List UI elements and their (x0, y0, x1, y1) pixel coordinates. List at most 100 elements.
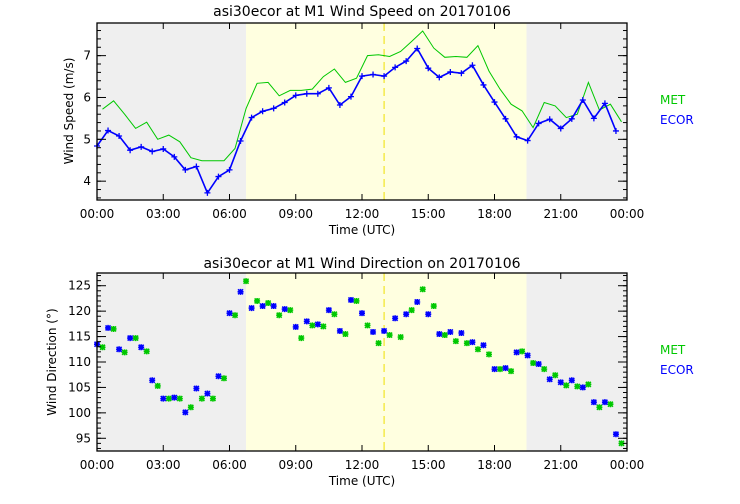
series-met (99, 278, 625, 447)
data-point (485, 351, 493, 358)
x-tick-label: 21:00 (543, 207, 578, 221)
data-point (281, 99, 288, 106)
y-tick-label: 120 (68, 304, 91, 318)
data-point (160, 145, 167, 152)
x-tick-label: 06:00 (212, 458, 247, 472)
data-point (138, 143, 145, 150)
chart-title: asi30ecor at M1 Wind Direction on 201701… (203, 256, 520, 272)
data-point (386, 331, 393, 339)
data-point (359, 73, 365, 80)
data-point (303, 318, 310, 325)
data-point (116, 132, 123, 139)
x-tick-label: 00:00 (80, 458, 115, 472)
data-point (248, 114, 255, 121)
data-point (392, 315, 399, 322)
data-point (579, 384, 586, 391)
wind-direction-chart: asi30ecor at M1 Wind Direction on 201701… (45, 256, 694, 488)
legend-met: MET (660, 343, 686, 357)
x-tick-label: 12:00 (345, 207, 380, 221)
chart-title: asi30ecor at M1 Wind Speed on 20170106 (213, 4, 511, 20)
y-tick-label: 105 (68, 380, 91, 394)
data-point (403, 58, 410, 65)
x-tick-label: 18:00 (477, 207, 512, 221)
series-ecor (93, 288, 620, 438)
data-point (353, 297, 360, 305)
data-point (430, 302, 437, 310)
data-point (314, 90, 321, 97)
x-tick-label: 03:00 (146, 207, 181, 221)
data-point (198, 395, 205, 402)
night-shading (526, 273, 627, 451)
data-point (325, 84, 332, 91)
data-point (458, 329, 465, 337)
series-ecor (94, 45, 619, 196)
data-point (524, 352, 531, 359)
data-point (237, 288, 244, 295)
data-point (320, 323, 327, 330)
data-point (596, 404, 603, 411)
data-point (231, 312, 239, 319)
x-tick-label: 00:00 (610, 458, 645, 472)
data-point (452, 338, 459, 345)
y-tick-label: 4 (83, 174, 91, 188)
data-point (458, 70, 465, 77)
data-point (303, 90, 310, 97)
data-point (215, 173, 222, 180)
data-point (370, 71, 377, 78)
data-point (176, 395, 183, 402)
data-point (105, 127, 112, 134)
data-point (507, 368, 515, 375)
y-tick-label: 115 (68, 330, 91, 344)
x-tick-label: 21:00 (543, 458, 578, 472)
data-point (579, 96, 586, 103)
data-point (408, 307, 415, 314)
data-point (375, 340, 382, 347)
y-tick-label: 110 (68, 355, 91, 369)
data-point (590, 399, 597, 406)
legend-met: MET (660, 93, 686, 107)
data-point (358, 310, 366, 317)
data-point (612, 127, 619, 134)
data-point (99, 344, 106, 351)
daylight-shading (246, 273, 527, 451)
data-point (513, 349, 520, 356)
legend-ecor: ECOR (660, 363, 694, 377)
data-point (281, 306, 288, 313)
x-tick-label: 15:00 (411, 458, 446, 472)
data-point (292, 323, 299, 330)
y-tick-label: 6 (83, 90, 91, 104)
data-point (292, 92, 299, 99)
data-point (546, 376, 553, 383)
data-point (259, 302, 266, 310)
data-point (149, 377, 156, 384)
data-point (381, 327, 388, 335)
data-point (491, 99, 498, 106)
data-point (287, 307, 294, 314)
data-point (502, 115, 509, 122)
plot-background (97, 273, 627, 451)
data-point (314, 321, 321, 328)
data-point (414, 298, 421, 306)
data-point (568, 377, 575, 384)
data-point (414, 45, 421, 52)
data-point (513, 133, 520, 140)
data-point (265, 299, 272, 307)
data-point (425, 311, 432, 318)
x-tick-label: 09:00 (278, 458, 313, 472)
x-axis-label: Time (UTC) (328, 474, 395, 488)
y-axis-label: Wind Speed (m/s) (62, 58, 76, 165)
data-point (215, 373, 222, 380)
data-point (182, 409, 189, 416)
y-tick-label: 5 (83, 132, 91, 146)
data-point (204, 189, 211, 196)
data-point (463, 340, 470, 347)
series-line (96, 47, 617, 195)
data-point (127, 147, 134, 154)
data-point (309, 322, 316, 329)
data-point (127, 335, 134, 342)
data-point (618, 440, 625, 447)
x-tick-label: 09:00 (278, 207, 313, 221)
y-tick-label: 95 (76, 431, 91, 445)
data-point (369, 328, 377, 336)
data-point (585, 381, 592, 388)
